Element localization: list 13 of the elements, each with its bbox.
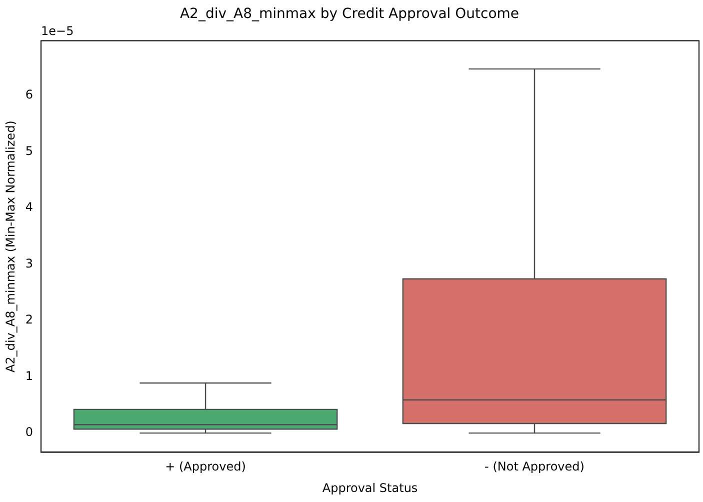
y-tick-label: 0 bbox=[25, 425, 34, 440]
y-tick-label: 4 bbox=[25, 200, 34, 214]
y-tick-label: 2 bbox=[25, 312, 34, 327]
x-tick-label: + (Approved) bbox=[165, 460, 246, 474]
y-tick-label: 3 bbox=[25, 256, 34, 270]
y-tick-label: 6 bbox=[25, 88, 34, 102]
y-tick-label: 5 bbox=[25, 144, 34, 158]
x-axis-title: Approval Status bbox=[322, 480, 418, 495]
chart-title: A2_div_A8_minmax by Credit Approval Outcome bbox=[180, 6, 520, 22]
text: 1e−5 bbox=[41, 24, 74, 38]
x-tick-label: - (Not Approved) bbox=[484, 460, 584, 474]
y-axis-title: A2_div_A8_minmax (Min-Max Normalized) bbox=[3, 120, 18, 372]
y-tick-label: 1 bbox=[25, 368, 34, 383]
